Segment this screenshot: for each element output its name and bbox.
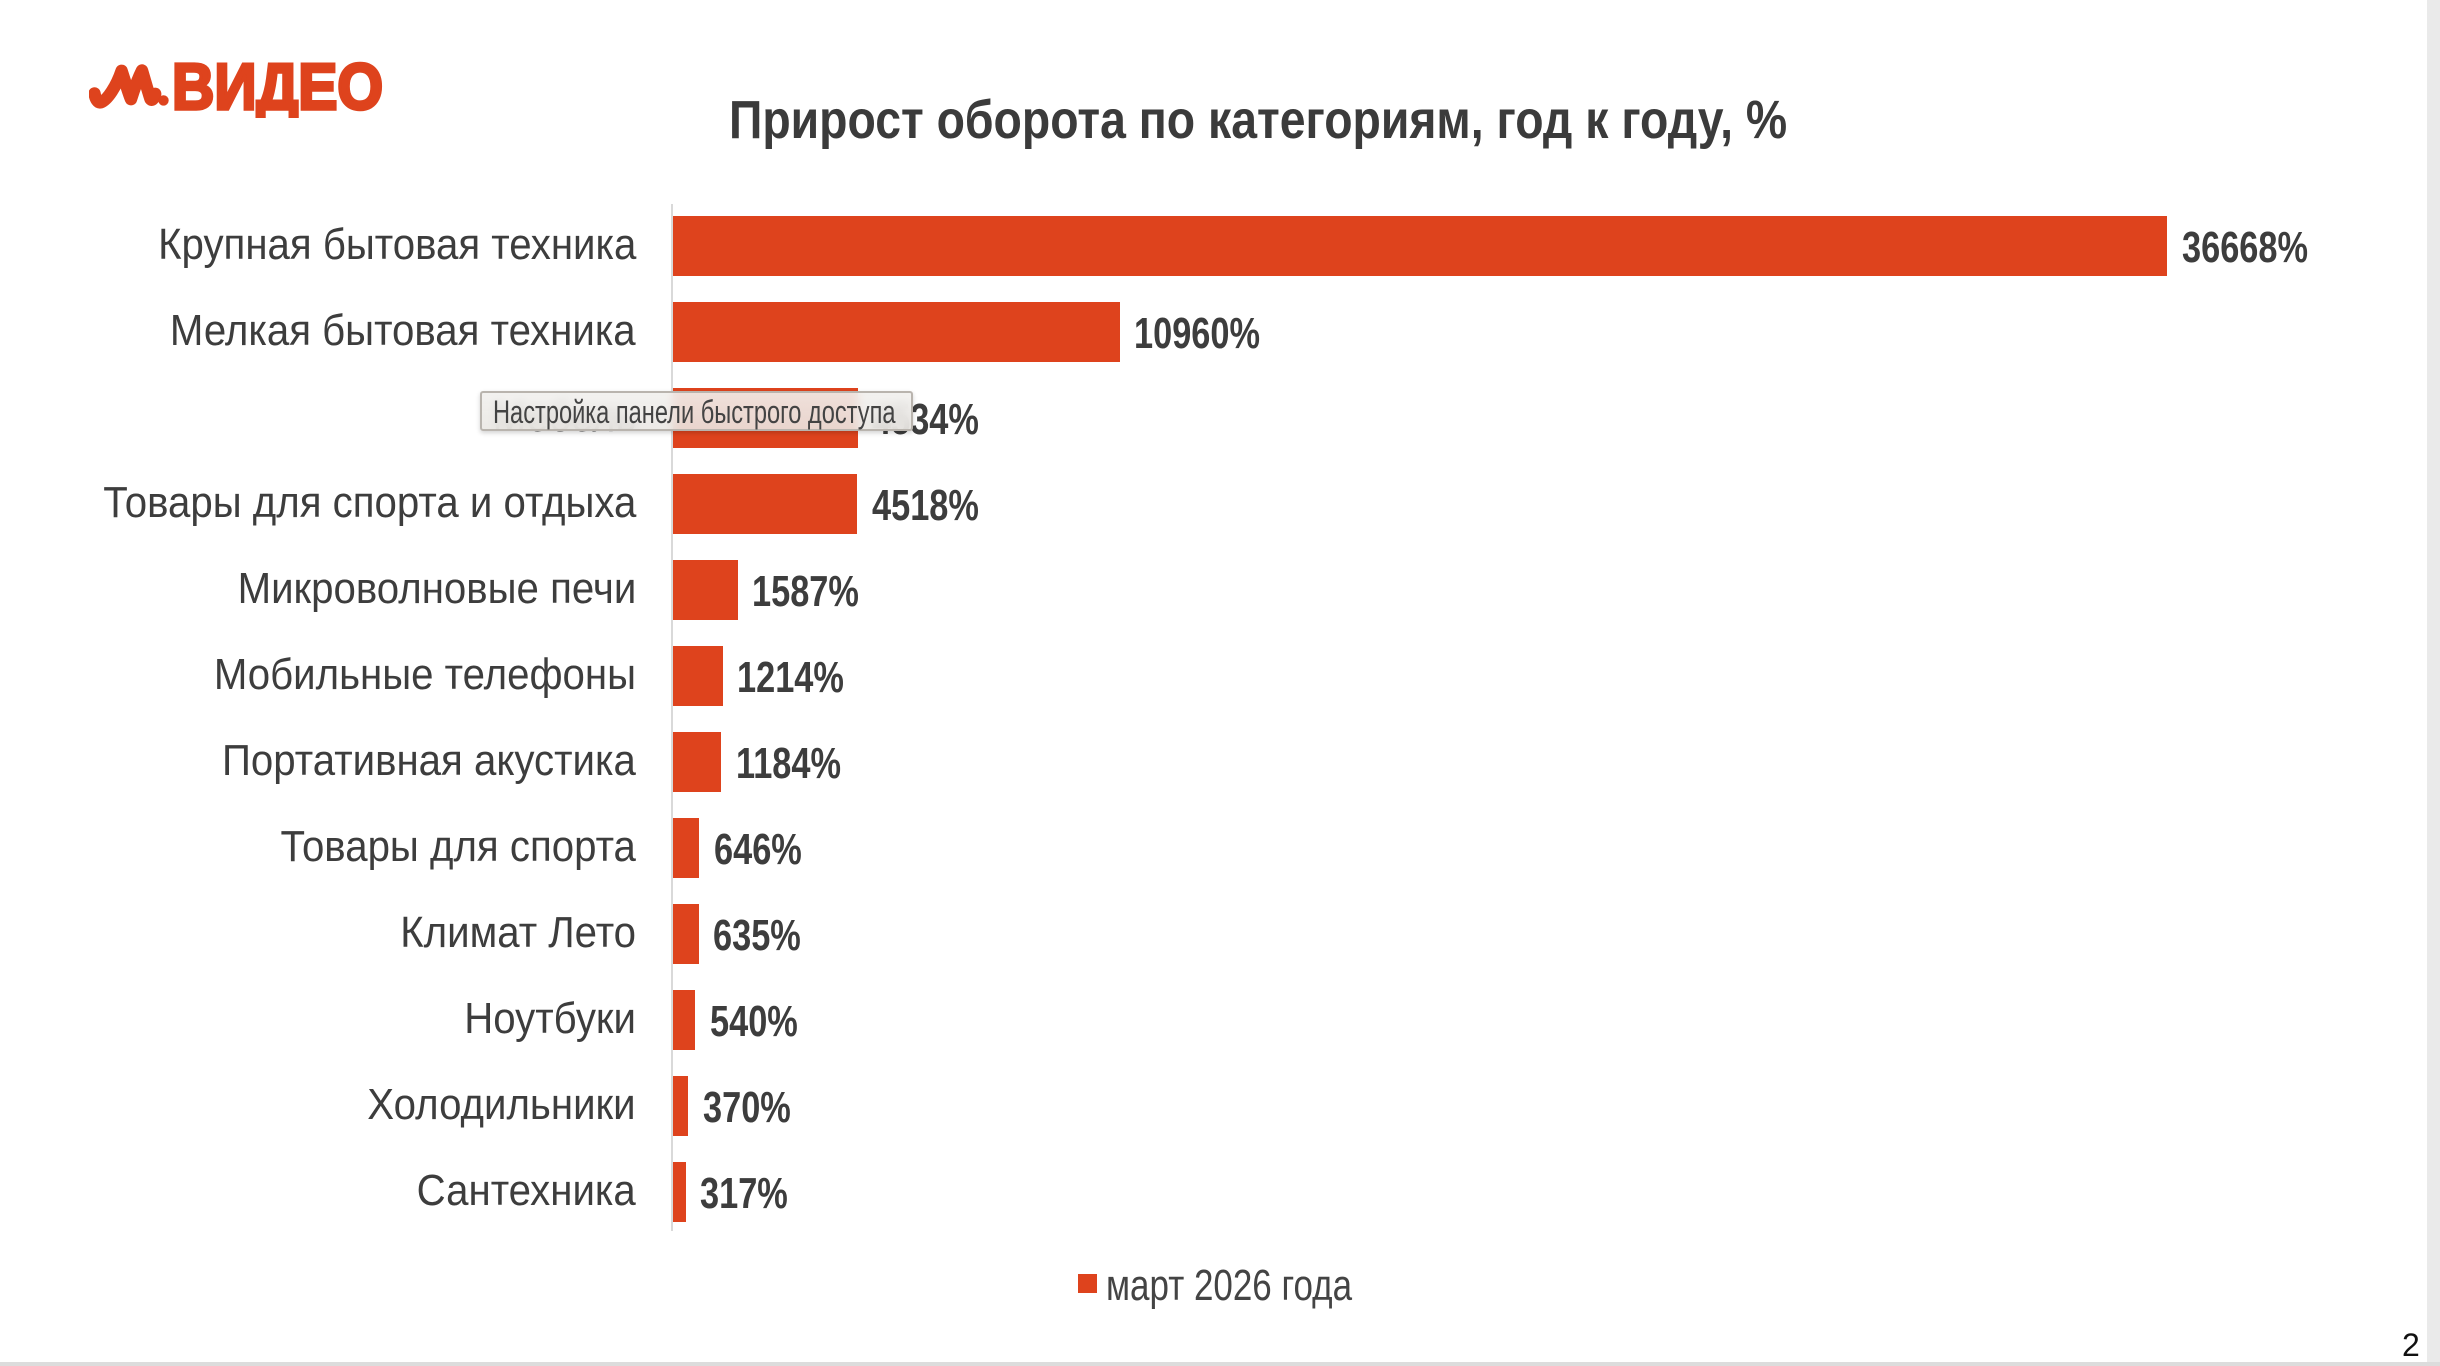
svg-text:ВИДЕО: ВИДЕО	[172, 60, 383, 118]
